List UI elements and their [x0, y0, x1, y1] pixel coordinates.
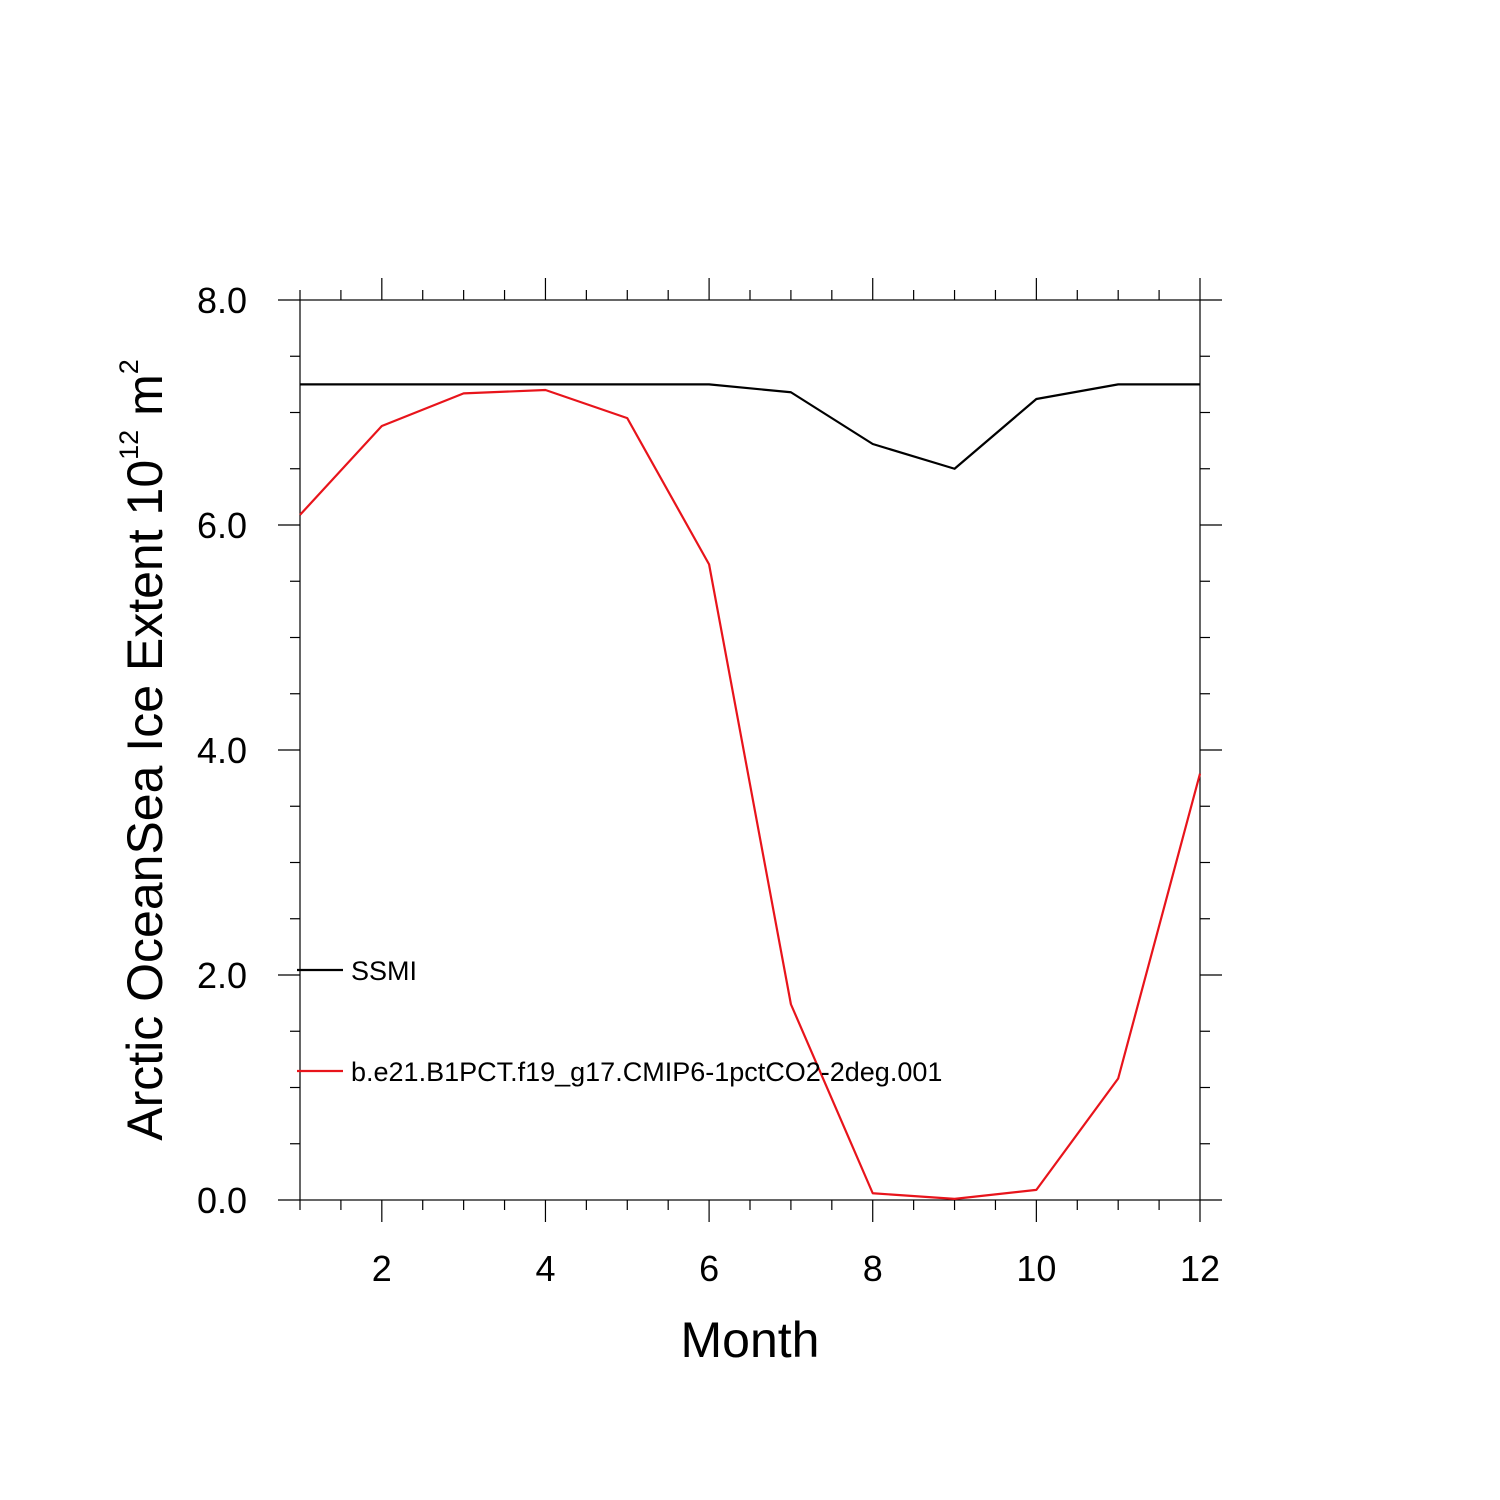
y-tick-label: 6.0 [197, 505, 247, 546]
y-axis-title-main: Arctic OceanSea Ice Extent 10 [117, 460, 173, 1141]
legend-label: b.e21.B1PCT.f19_g17.CMIP6-1pctCO2-2deg.0… [351, 1057, 942, 1087]
axis-ticks [278, 278, 1222, 1222]
x-tick-label: 4 [535, 1248, 555, 1289]
y-tick-label: 0.0 [197, 1180, 247, 1221]
y-axis-title-unit-exponent: 2 [114, 359, 144, 374]
y-axis-title-exponent: 12 [114, 430, 144, 460]
x-tick-label: 2 [372, 1248, 392, 1289]
y-tick-label: 8.0 [197, 280, 247, 321]
x-tick-label: 12 [1180, 1248, 1220, 1289]
y-axis-title: Arctic OceanSea Ice Extent 1012 m2 [114, 359, 173, 1141]
series-line-2 [299, 388, 1202, 1200]
legend: SSMI b.e21.B1PCT.f19_g17.CMIP6-1pctCO2-2d… [297, 956, 942, 1087]
x-tick-label: 10 [1016, 1248, 1056, 1289]
tick-labels: 2 4 6 8 10 12 0.0 2.0 4.0 6.0 8.0 [197, 280, 1220, 1289]
x-axis-title: Month [681, 1312, 820, 1368]
series-line-1 [300, 383, 1200, 470]
legend-label: SSMI [351, 956, 417, 986]
x-tick-label: 6 [699, 1248, 719, 1289]
y-axis-title-unit: m [117, 374, 173, 430]
y-tick-label: 4.0 [197, 730, 247, 771]
x-tick-label: 8 [863, 1248, 883, 1289]
y-tick-label: 2.0 [197, 955, 247, 996]
series-lines [299, 383, 1202, 1200]
